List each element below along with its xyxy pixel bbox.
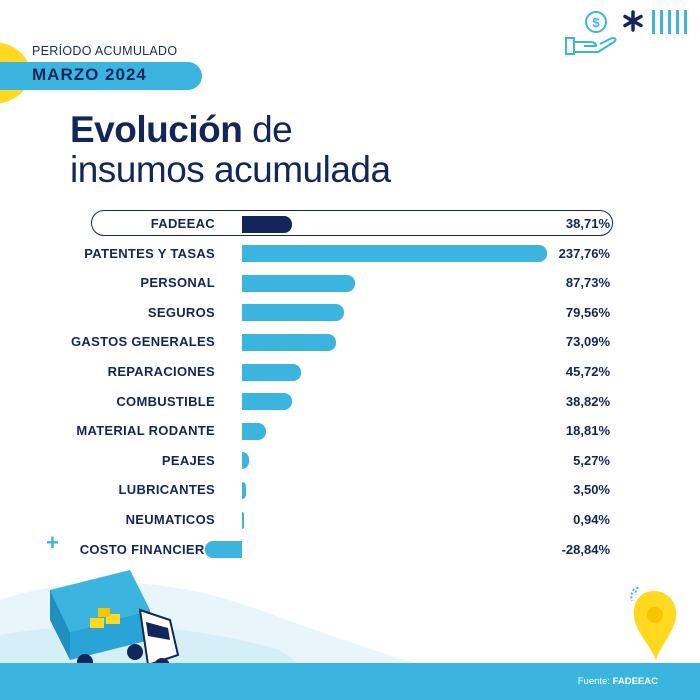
bar-label: LUBRICANTES	[118, 482, 215, 498]
bar	[242, 422, 267, 440]
bar-value-label: 38,71%	[565, 216, 610, 231]
bar-label: NEUMATICOS	[125, 512, 215, 527]
title-line2: insumos acumulada	[70, 149, 391, 190]
bar-label: SEGUROS	[147, 304, 215, 320]
bar	[242, 481, 247, 499]
period-pill	[0, 62, 202, 90]
footer-band	[0, 663, 700, 700]
bar-value-label: 45,72%	[565, 364, 610, 379]
bar-label: PEAJES	[161, 452, 215, 468]
stripes-icon	[652, 10, 687, 34]
bar-value-label: 5,27%	[573, 452, 610, 468]
bar-value-label: 237,76%	[558, 245, 610, 261]
bar-value-label: 73,09%	[565, 334, 610, 350]
bar-label: PERSONAL	[140, 275, 215, 291]
bar-label: PATENTES Y TASAS	[84, 245, 215, 261]
bar-label: GASTOS GENERALES	[71, 334, 215, 350]
plus-icon: +	[46, 530, 59, 555]
map-pin-icon	[630, 586, 677, 661]
title-rest: de	[242, 109, 293, 150]
bar	[242, 245, 547, 263]
bar	[242, 274, 355, 292]
bar	[242, 393, 292, 411]
bar-label: FADEEAC	[150, 216, 215, 231]
bar-label: MATERIAL RODANTE	[76, 423, 215, 439]
dollar-coin-hand-icon: $	[565, 11, 617, 55]
bar	[242, 215, 292, 233]
period-label: PERÍODO ACUMULADO	[32, 44, 178, 58]
bar-value-label: 79,56%	[565, 304, 610, 320]
bar	[242, 333, 336, 351]
bar	[242, 304, 345, 322]
title-bold: Evolución	[70, 109, 243, 150]
bar	[242, 511, 244, 529]
bar-value-label: 87,73%	[565, 275, 610, 291]
asterisk-icon	[623, 10, 643, 32]
bar-label: COMBUSTIBLE	[116, 393, 215, 409]
source-prefix: Fuente:	[577, 676, 613, 687]
highlight-row-outline	[91, 210, 613, 236]
bar-value-label: 18,81%	[565, 423, 610, 439]
bar-value-label: -28,84%	[561, 541, 610, 557]
bar-value-label: 38,82%	[565, 393, 610, 409]
svg-text:$: $	[592, 15, 600, 30]
bar	[205, 541, 242, 559]
bar	[242, 452, 249, 470]
bar-label: REPARACIONES	[107, 364, 215, 379]
period-value: MARZO 2024	[32, 65, 147, 84]
bar-value-label: 0,94%	[573, 512, 610, 527]
bar-label: COSTO FINANCIERO	[79, 541, 215, 557]
source-note: Fuente: FADEEAC	[578, 676, 658, 687]
bar	[242, 363, 301, 381]
bar-value-label: 3,50%	[573, 482, 610, 498]
source-name: FADEEAC	[612, 676, 658, 687]
chart-title: Evolución de insumos acumulada	[70, 110, 391, 190]
